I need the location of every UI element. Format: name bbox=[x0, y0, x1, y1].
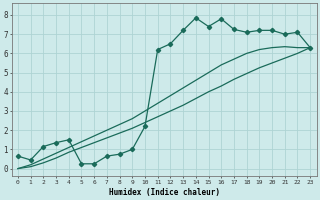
X-axis label: Humidex (Indice chaleur): Humidex (Indice chaleur) bbox=[108, 188, 220, 197]
